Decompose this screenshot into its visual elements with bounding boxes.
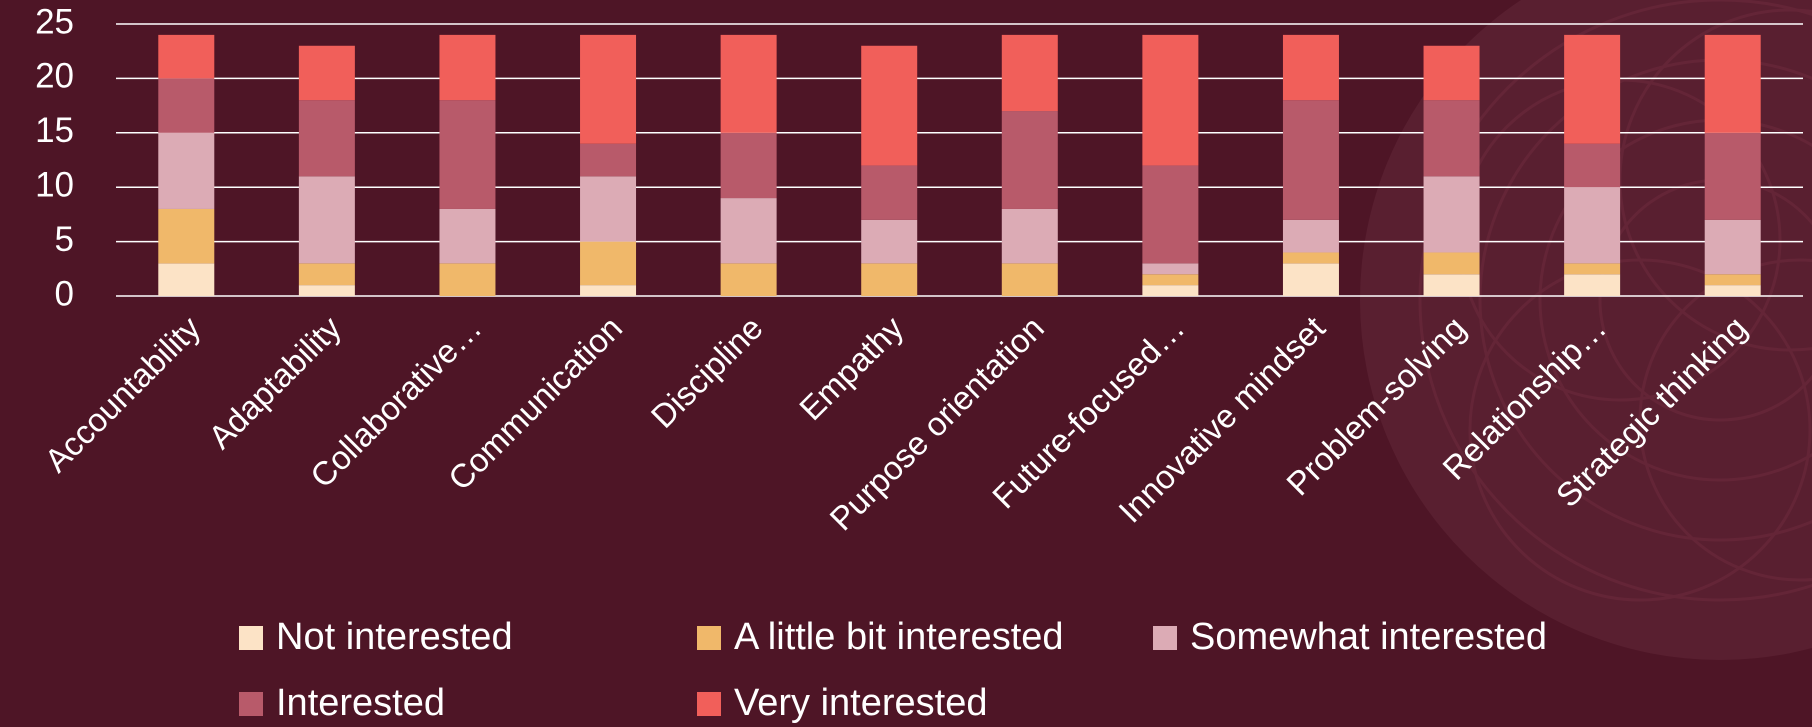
legend-label: Somewhat interested (1190, 616, 1547, 658)
bar-segment (580, 34, 637, 144)
bar-segment (1704, 285, 1761, 296)
legend-swatch (1153, 626, 1177, 650)
legend-swatch (697, 692, 721, 716)
bar-segment (1142, 263, 1199, 275)
legend-label: Interested (276, 682, 445, 724)
bar-segment (1704, 132, 1761, 220)
legend-swatch (239, 626, 263, 650)
bar-segment (1282, 219, 1339, 253)
bar-segment (1001, 208, 1058, 264)
bar-segment (1282, 252, 1339, 264)
bar-segment (1142, 274, 1199, 286)
legend-label: A little bit interested (734, 616, 1064, 658)
y-tick-label: 0 (55, 274, 74, 313)
bar-segment (158, 208, 215, 264)
bar-segment (720, 198, 777, 264)
y-tick-label: 5 (55, 220, 74, 259)
bar-segment (439, 34, 496, 101)
bar-segment (1282, 100, 1339, 220)
bar-segment (1001, 263, 1058, 296)
bar-segment (720, 34, 777, 133)
x-tick-label: Discipline (644, 309, 770, 435)
legend-label: Not interested (276, 616, 513, 658)
bar-segment (1282, 34, 1339, 101)
bar-segment (298, 263, 355, 286)
bar-segment (1423, 100, 1480, 177)
legend-label: Very interested (734, 682, 987, 724)
bar-segment (1142, 285, 1199, 296)
y-tick-label: 10 (35, 165, 74, 204)
bar-segment (1001, 34, 1058, 112)
bar-segment (158, 78, 215, 133)
bar-segment (1423, 252, 1480, 275)
bar-segment (1704, 34, 1761, 133)
bar-segment (580, 241, 637, 286)
bar-segment (298, 176, 355, 264)
x-tick-label: Accountability (37, 309, 207, 479)
bar-segment (158, 34, 215, 79)
bar-segment (1001, 111, 1058, 209)
bar-segment (1423, 176, 1480, 253)
y-tick-label: 20 (35, 57, 74, 96)
bar-segment (720, 132, 777, 199)
bar-segment (1423, 274, 1480, 296)
x-tick-label: Adaptability (201, 309, 348, 456)
bar-segment (1704, 274, 1761, 286)
bar-segment (298, 100, 355, 177)
y-tick-label: 15 (35, 111, 74, 150)
legend-swatch (697, 626, 721, 650)
bar-segment (580, 285, 637, 296)
bar-segment (439, 208, 496, 264)
bar-segment (1423, 45, 1480, 101)
bar-segment (1704, 219, 1761, 275)
bar-segment (861, 263, 918, 296)
bar-segment (1564, 263, 1621, 275)
bar-segment (298, 285, 355, 296)
bar-segment (158, 132, 215, 209)
bar-segment (1564, 143, 1621, 188)
bar-segment (580, 176, 637, 242)
bar-segment (1564, 187, 1621, 264)
bar-segment (1282, 263, 1339, 296)
bar-segment (439, 100, 496, 209)
bar-segment (580, 143, 637, 177)
bar-segment (158, 263, 215, 296)
bar-segment (1142, 34, 1199, 166)
bar-segment (861, 45, 918, 166)
bar-segment (861, 165, 918, 220)
bar-segment (861, 219, 918, 264)
bar-segment (1564, 34, 1621, 144)
y-tick-label: 25 (35, 2, 74, 41)
bar-segment (1564, 274, 1621, 296)
bar-segment (720, 263, 777, 296)
bar-segment (1142, 165, 1199, 264)
x-tick-label: Empathy (792, 309, 911, 428)
legend-swatch (239, 692, 263, 716)
bar-segment (298, 45, 355, 101)
bar-segment (439, 263, 496, 296)
